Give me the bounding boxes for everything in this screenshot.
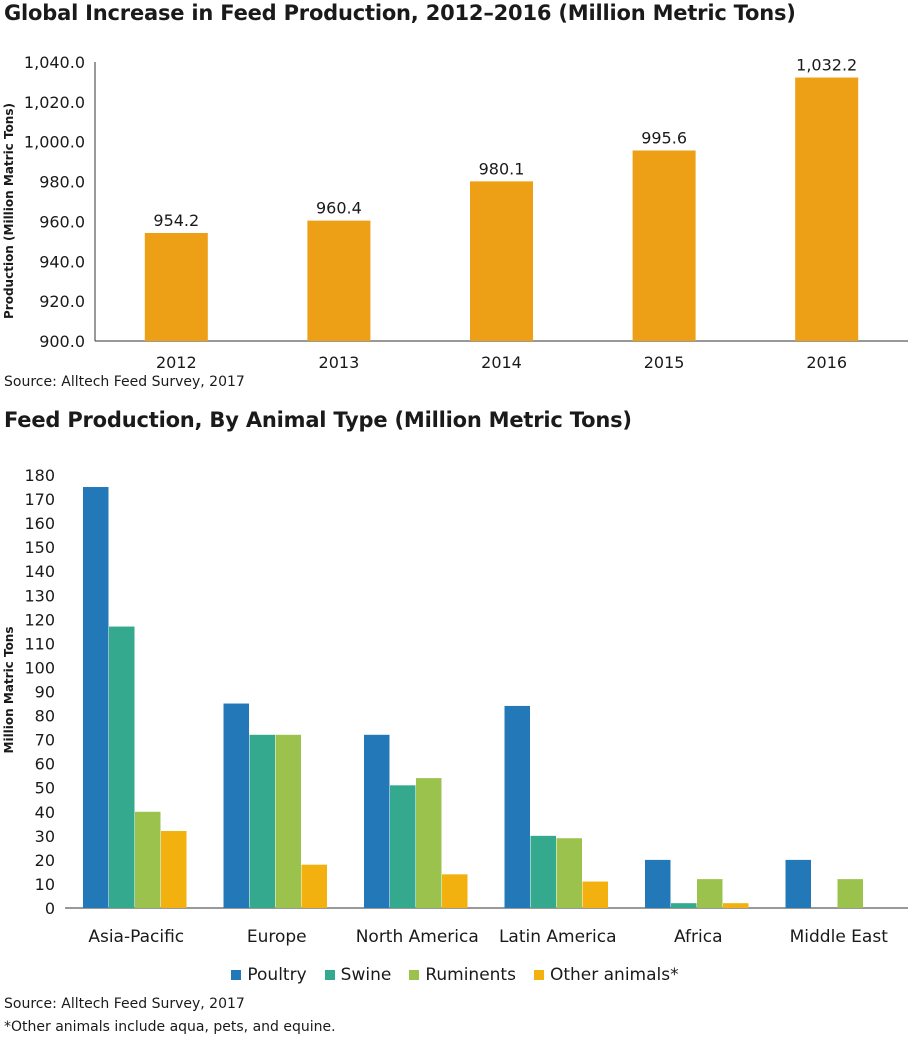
chart2-y-tick-label: 10 (35, 875, 55, 894)
chart2-bar-poultry (83, 487, 109, 908)
chart2-legend: Poultry Swine Ruminents Other animals* (0, 965, 910, 985)
chart2-y-tick-label: 50 (35, 779, 55, 798)
chart2-x-tick-label: Africa (674, 927, 723, 947)
legend-label: Poultry (247, 965, 307, 985)
chart2-bar-other-animals (442, 874, 468, 908)
chart2-source: Source: Alltech Feed Survey, 2017 (4, 996, 245, 1012)
chart2-bar-other-animals (161, 831, 187, 908)
chart1-data-label: 980.1 (479, 159, 525, 178)
chart2-x-tick-label: Latin America (499, 927, 617, 947)
chart2-bar-other-animals (723, 903, 749, 908)
chart2-bar-other-animals (582, 881, 608, 908)
chart2-plot: Million Matric Tons 0 10 20 30 40 50 60 70 80 90 1… (2, 466, 908, 947)
chart1-y-axis-label: Production (Million Matric Tons) (2, 103, 16, 319)
chart2-y-tick-label: 150 (24, 538, 55, 557)
chart1-y-tick-label: 1,020.0 (24, 93, 85, 112)
chart2-bar-poultry (645, 859, 671, 908)
chart1-x-tick-label: 2014 (481, 353, 522, 372)
chart2-y-tick-label: 80 (35, 707, 55, 726)
chart2-y-tick-label: 90 (35, 683, 55, 702)
chart1-x-tick-label: 2015 (644, 353, 685, 372)
chart1-x-tick-label: 2016 (806, 353, 847, 372)
legend-label: Swine (340, 965, 392, 985)
chart1-y-tick-label: 1,040.0 (24, 53, 85, 72)
chart1-x-tick-label: 2012 (156, 353, 197, 372)
chart1-y-tick-label: 1,000.0 (24, 133, 85, 152)
chart2-bar-ruminents (275, 734, 301, 908)
chart2-title: Feed Production, By Animal Type (Million… (4, 408, 632, 432)
legend-label: Ruminents (425, 965, 516, 985)
legend-item: Ruminents (409, 965, 516, 985)
chart2-y-tick-label: 110 (24, 634, 55, 653)
chart2-y-tick-label: 20 (35, 851, 55, 870)
chart2-bar-swine (671, 903, 697, 908)
chart2-y-axis-label: Million Matric Tons (2, 627, 16, 754)
chart2-bar-poultry (785, 859, 811, 908)
chart1-title: Global Increase in Feed Production, 2012… (4, 1, 796, 25)
chart2-bar-other-animals (301, 864, 327, 908)
legend-swatch (533, 970, 544, 980)
chart2-y-tick-label: 70 (35, 731, 55, 750)
chart2-bar-poultry (364, 734, 390, 908)
chart2-y-tick-label: 40 (35, 803, 55, 822)
chart1-bar (307, 220, 371, 341)
chart1-data-label: 1,032.2 (796, 56, 857, 75)
chart1-bar (144, 232, 208, 341)
chart1-source: Source: Alltech Feed Survey, 2017 (4, 374, 245, 390)
chart1-data-label: 960.4 (316, 199, 362, 218)
chart2-bar-swine (530, 835, 556, 908)
chart1-y-tick-label: 980.0 (39, 173, 85, 192)
chart2-y-tick-label: 140 (24, 562, 55, 581)
chart2-bar-swine (249, 734, 275, 908)
legend-label: Other animals* (549, 965, 679, 985)
chart2-bar-ruminents (135, 811, 161, 908)
chart2-y-tick-label: 100 (24, 658, 55, 677)
chart1-plot: Production (Million Matric Tons) 900.0 92… (2, 53, 908, 372)
chart1-bar (470, 181, 533, 341)
chart2-y-tick-label: 160 (24, 514, 55, 533)
chart2-bar-swine (109, 626, 135, 908)
chart1-data-label: 954.2 (153, 211, 199, 230)
chart2-bar-poultry (223, 703, 249, 908)
chart1-y-tick-label: 900.0 (39, 332, 85, 351)
chart2-bar-swine (390, 785, 416, 908)
chart2-y-tick-label: 30 (35, 827, 55, 846)
chart2-x-tick-label: Asia-Pacific (88, 927, 184, 947)
chart2-bar-poultry (504, 705, 530, 908)
chart2-y-tick-label: 130 (24, 586, 55, 605)
chart2-x-tick-label: Middle East (790, 927, 889, 947)
legend-swatch (409, 970, 420, 980)
chart1-x-tick-label: 2013 (319, 353, 360, 372)
chart1-bar (795, 77, 859, 342)
legend-item: Other animals* (533, 965, 679, 985)
chart2-y-tick-label: 180 (24, 466, 55, 485)
legend-item: Poultry (231, 965, 307, 985)
chart1-y-tick-label: 940.0 (39, 252, 85, 271)
chart1-data-label: 995.6 (641, 128, 687, 147)
chart2-bar-ruminents (416, 778, 442, 908)
chart2-y-tick-label: 120 (24, 610, 55, 629)
chart2-x-tick-label: North America (356, 927, 479, 947)
chart2-bar-ruminents (697, 879, 723, 908)
chart2-y-tick-label: 170 (24, 490, 55, 509)
chart2-y-tick-label: 60 (35, 755, 55, 774)
legend-swatch (231, 970, 242, 980)
chart1-y-tick-label: 960.0 (39, 212, 85, 231)
chart2-footnote: *Other animals include aqua, pets, and e… (4, 1019, 336, 1035)
legend-item: Swine (324, 965, 392, 985)
legend-swatch (324, 970, 335, 980)
chart2-x-tick-label: Europe (247, 927, 307, 947)
chart2-y-tick-label: 0 (45, 899, 55, 918)
chart2-bar-ruminents (556, 838, 582, 908)
chart1-y-tick-label: 920.0 (39, 292, 85, 311)
chart1-bar (632, 150, 696, 341)
chart2-bar-ruminents (837, 879, 863, 908)
